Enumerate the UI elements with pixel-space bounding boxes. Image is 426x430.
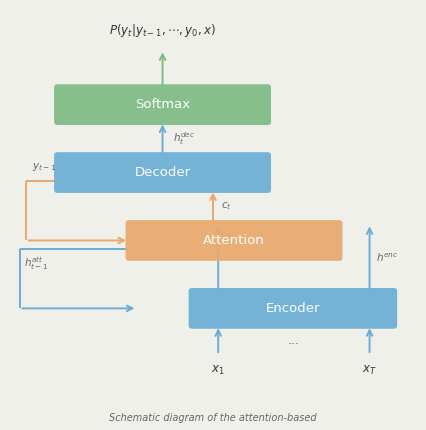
Text: $h_{t-1}^{att}$: $h_{t-1}^{att}$ <box>24 255 48 272</box>
Text: Encoder: Encoder <box>266 302 320 315</box>
Text: $P(y_t|y_{t-1}, \cdots, y_0, x)$: $P(y_t|y_{t-1}, \cdots, y_0, x)$ <box>109 22 216 39</box>
Text: $x_T$: $x_T$ <box>362 363 377 377</box>
Text: Schematic diagram of the attention-based: Schematic diagram of the attention-based <box>109 413 317 423</box>
Text: $c_t$: $c_t$ <box>222 201 232 212</box>
Text: Softmax: Softmax <box>135 98 190 111</box>
Text: $y_{t-1}$: $y_{t-1}$ <box>32 161 56 173</box>
Text: ...: ... <box>288 334 300 347</box>
FancyBboxPatch shape <box>126 220 343 261</box>
Text: Decoder: Decoder <box>135 166 190 179</box>
Text: Attention: Attention <box>203 234 265 247</box>
FancyBboxPatch shape <box>54 84 271 125</box>
Text: $h_t^{dec}$: $h_t^{dec}$ <box>173 130 196 147</box>
Text: $x_1$: $x_1$ <box>211 363 225 377</box>
FancyBboxPatch shape <box>189 288 397 329</box>
FancyBboxPatch shape <box>54 152 271 193</box>
Text: $h^{enc}$: $h^{enc}$ <box>376 251 398 264</box>
